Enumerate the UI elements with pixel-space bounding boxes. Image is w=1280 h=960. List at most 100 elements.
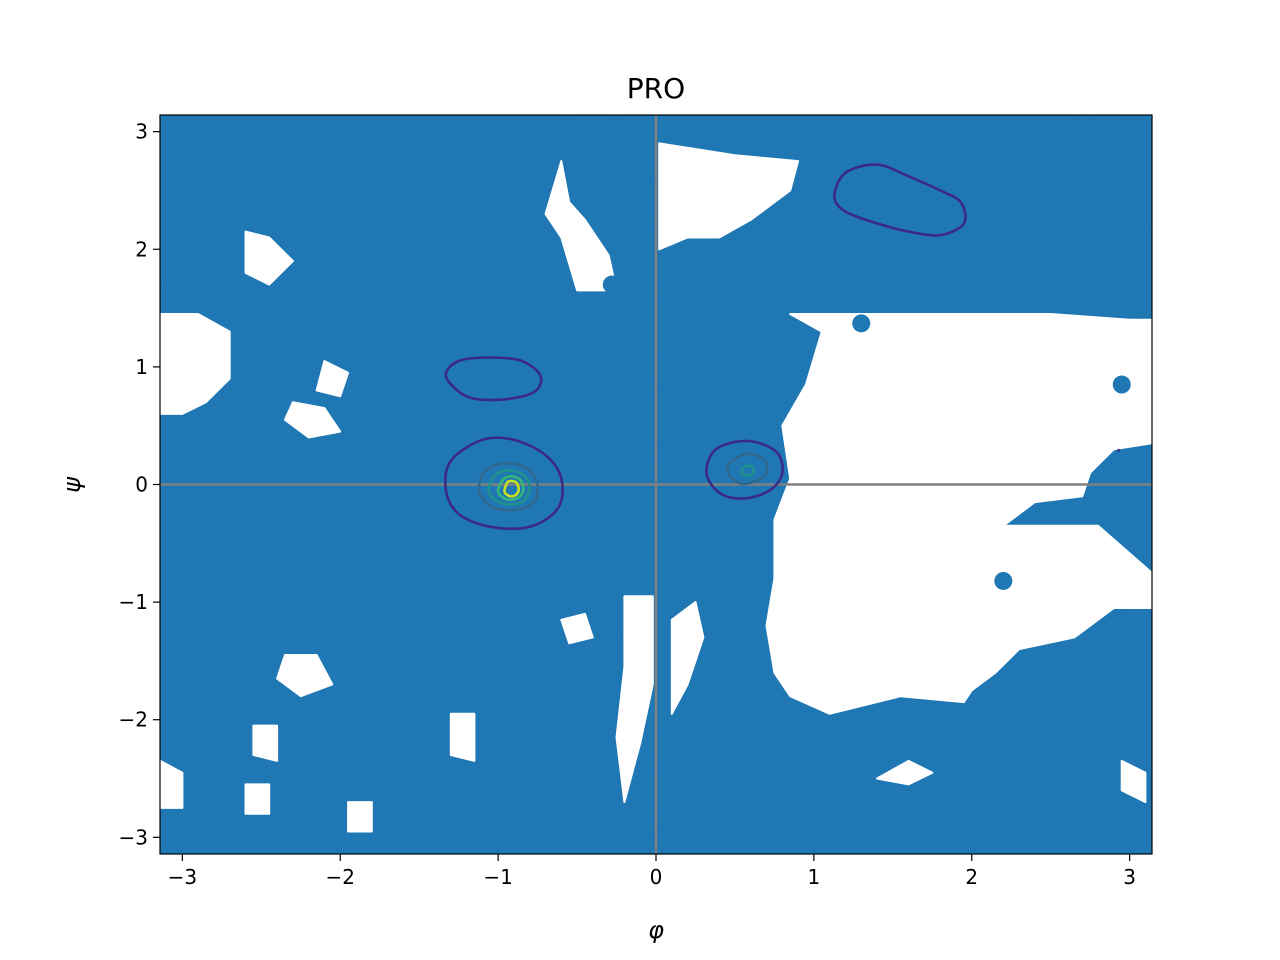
scatter-point [503,245,522,264]
scatter-point [553,635,572,654]
scatter-point [597,576,616,595]
uncovered-region [670,601,705,715]
scatter-point [661,722,680,741]
scatter-point [479,316,498,335]
scatter-point [218,223,237,242]
scatter-point [203,633,222,652]
scatter-point [703,648,722,667]
scatter-point [309,590,328,609]
scatter-point [1020,807,1039,826]
scatter-point [637,558,656,577]
scatter-point [596,790,615,809]
scatter-point [1038,680,1057,699]
scatter-point [184,763,203,782]
scatter-point [171,179,190,198]
scatter-point [537,588,556,607]
scatter-point [521,823,540,842]
scatter-point [684,289,703,308]
scatter-point [699,615,718,634]
scatter-point [283,605,302,624]
scatter-point [632,170,651,189]
scatter-point [682,501,701,520]
scatter-point [264,389,283,408]
scatter-point [1065,257,1084,276]
scatter-point [636,834,655,853]
scatter-point [826,207,845,226]
scatter-point [651,335,670,354]
scatter-point [277,787,296,806]
scatter-point [465,630,484,649]
scatter-point [628,518,647,537]
scatter-point [617,225,636,244]
scatter-point [977,193,996,212]
scatter-point [905,127,924,146]
scatter-point [477,714,496,733]
scatter-point [313,490,332,509]
scatter-point [253,310,272,329]
scatter-point [627,206,646,225]
scatter-point [473,537,492,556]
scatter-point [552,380,571,399]
scatter-point [1000,798,1019,817]
scatter-point [711,342,730,361]
scatter-point [340,513,359,532]
scatter-point [814,296,833,315]
scatter-point [586,828,605,847]
scatter-point [478,387,497,406]
scatter-point [215,308,234,327]
scatter-point [499,385,518,404]
scatter-point [509,361,528,380]
y-tick-label: 2 [135,237,148,261]
scatter-point [309,187,328,206]
scatter-point [564,133,583,152]
scatter-point [259,608,278,627]
uncovered-region [244,230,294,286]
scatter-point [241,376,260,395]
scatter-point [383,162,402,181]
scatter-point [941,276,960,295]
scatter-point [370,833,389,852]
scatter-point [359,399,378,418]
scatter-point [161,661,180,680]
scatter-point [770,286,789,305]
uncovered-region [284,401,342,439]
scatter-point [608,174,627,193]
scatter-point [763,431,782,450]
scatter-point [225,273,244,292]
uncovered-region [252,724,279,762]
contour-level-1 [444,356,543,402]
scatter-point [921,707,940,726]
scatter-point [1138,445,1152,463]
scatter-point [939,701,958,720]
scatter-point [471,573,490,592]
scatter-point [387,808,406,827]
scatter-point [898,265,917,284]
scatter-point [885,240,904,259]
scatter-point [263,368,282,387]
scatter-point [474,691,493,710]
scatter-point [1069,829,1088,848]
scatter-point [901,238,920,257]
scatter-point [1097,791,1116,810]
scatter-point [380,471,399,490]
x-tick-label: 1 [808,865,821,889]
scatter-point [817,246,836,265]
scatter-point [830,232,849,251]
scatter-point [755,222,774,241]
scatter-point [595,437,614,456]
scatter-point [877,743,896,762]
scatter-point [887,206,906,225]
scatter-point [1143,115,1152,129]
scatter-point [456,164,475,183]
scatter-point [718,376,737,395]
uncovered-region [876,759,934,786]
scatter-point [285,758,304,777]
scatter-point [1027,825,1046,844]
scatter-point [425,354,444,373]
scatter-point [604,819,623,838]
scatter-point [421,740,440,759]
scatter-point [829,755,848,774]
scatter-point [800,719,819,738]
scatter-point [996,704,1015,723]
scatter-point [226,837,245,854]
